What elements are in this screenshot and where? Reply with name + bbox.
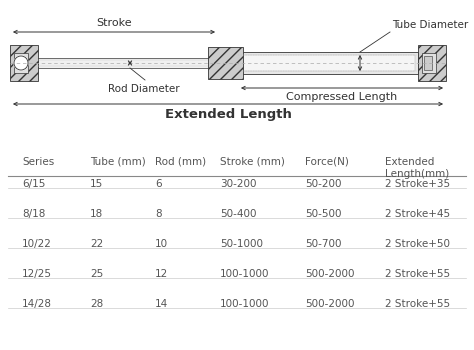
Text: 50-500: 50-500 [305, 209, 341, 219]
Bar [241, 55, 415, 71]
Text: 50-200: 50-200 [305, 179, 341, 189]
Text: 2 Stroke+45: 2 Stroke+45 [385, 209, 450, 219]
Text: Force(N): Force(N) [305, 157, 349, 167]
Text: 100-1000: 100-1000 [220, 299, 270, 309]
Text: Compressed Length: Compressed Length [286, 92, 398, 102]
Text: 50-400: 50-400 [220, 209, 256, 219]
Text: 500-2000: 500-2000 [305, 299, 355, 309]
Bar [38, 58, 218, 68]
Bar [208, 47, 243, 79]
Text: 100-1000: 100-1000 [220, 269, 270, 279]
Bar [14, 53, 28, 73]
Text: 50-1000: 50-1000 [220, 239, 263, 249]
Text: 12: 12 [155, 269, 168, 279]
Text: Stroke: Stroke [96, 18, 132, 28]
Bar [418, 45, 446, 81]
Text: 14/28: 14/28 [22, 299, 52, 309]
Text: 6/15: 6/15 [22, 179, 46, 189]
Text: 30-200: 30-200 [220, 179, 256, 189]
Text: 50-700: 50-700 [305, 239, 341, 249]
Text: 2 Stroke+50: 2 Stroke+50 [385, 239, 450, 249]
Text: Tube (mm): Tube (mm) [90, 157, 146, 167]
Text: 12/25: 12/25 [22, 269, 52, 279]
Text: 22: 22 [90, 239, 103, 249]
Text: 18: 18 [90, 209, 103, 219]
Text: 14: 14 [155, 299, 168, 309]
Text: Tube Diameter: Tube Diameter [392, 20, 468, 30]
Bar [422, 53, 436, 73]
Text: 2 Stroke+55: 2 Stroke+55 [385, 269, 450, 279]
Text: Extended
Length(mm): Extended Length(mm) [385, 157, 449, 178]
Bar [424, 56, 432, 70]
Text: 2 Stroke+55: 2 Stroke+55 [385, 299, 450, 309]
Text: Series: Series [22, 157, 54, 167]
Text: 28: 28 [90, 299, 103, 309]
Text: 10: 10 [155, 239, 168, 249]
Text: 6: 6 [155, 179, 162, 189]
Bar [10, 45, 38, 81]
Text: Rod Diameter: Rod Diameter [108, 84, 180, 94]
Text: 8: 8 [155, 209, 162, 219]
Text: Rod (mm): Rod (mm) [155, 157, 206, 167]
Bar [238, 52, 418, 74]
Text: 2 Stroke+35: 2 Stroke+35 [385, 179, 450, 189]
Text: 8/18: 8/18 [22, 209, 46, 219]
Text: Extended Length: Extended Length [164, 108, 292, 121]
Circle shape [14, 56, 28, 70]
Text: 500-2000: 500-2000 [305, 269, 355, 279]
Text: 10/22: 10/22 [22, 239, 52, 249]
Text: Stroke (mm): Stroke (mm) [220, 157, 285, 167]
Text: 25: 25 [90, 269, 103, 279]
Text: 15: 15 [90, 179, 103, 189]
